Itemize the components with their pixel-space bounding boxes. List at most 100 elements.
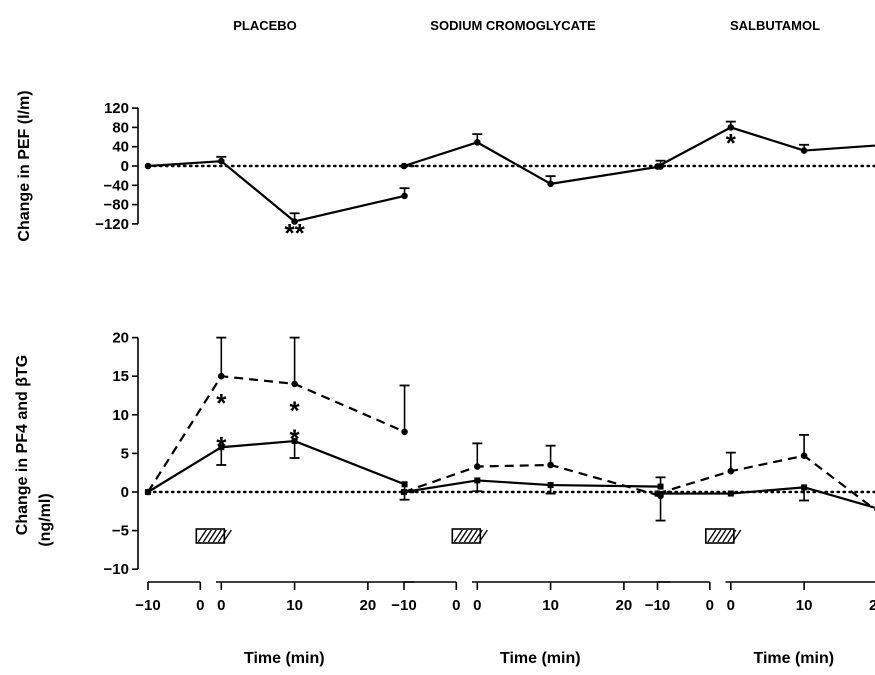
significance-marker: *	[290, 423, 301, 453]
exposure-hatch	[727, 529, 737, 543]
series-line	[147, 439, 405, 493]
x-tick-label: 0	[473, 597, 481, 614]
chart-panels: **** ** *	[144, 120, 875, 522]
y-axis-labels: Change in PEF (l/m) Change in PF4 and βTG…	[14, 90, 54, 546]
exposure-hatch	[197, 529, 207, 543]
significance-marker: *	[290, 396, 301, 426]
series-dashed	[654, 433, 875, 511]
data-point	[401, 428, 408, 436]
y-tick-label-pef: −40	[104, 177, 129, 194]
x-tick-label: 20	[869, 597, 875, 614]
data-point	[291, 218, 298, 225]
x-axis-title: Time (min)	[244, 650, 325, 667]
pef-panel-1	[400, 133, 674, 188]
series-line	[403, 463, 661, 497]
y-tick-label-pf4: −5	[112, 523, 129, 540]
x-tick-label: 10	[542, 597, 559, 614]
x-tick-label: 0	[452, 597, 460, 614]
x-tick-label: 0	[727, 597, 735, 614]
exposure-hatch	[453, 529, 463, 543]
significance-marker: *	[726, 128, 737, 158]
exposure-hatch	[712, 529, 722, 543]
exposure-hatch	[212, 529, 222, 543]
y-tick-label-pef: −120	[95, 216, 129, 233]
data-point	[801, 484, 808, 491]
data-point	[291, 380, 298, 388]
series-solid	[654, 484, 875, 509]
data-point	[657, 483, 664, 490]
time-axis-0: −10 0 0 10 20 Time (min)	[135, 528, 415, 667]
series-line	[403, 141, 661, 185]
x-tick-label: 10	[796, 597, 813, 614]
data-point	[547, 461, 554, 469]
data-point	[218, 372, 225, 380]
data-point	[654, 490, 661, 497]
pef-panel-2: *	[654, 120, 875, 170]
y-tick-label-pf4: 15	[112, 368, 129, 385]
time-axis-2: −10 00 10 20 Time (min)	[645, 528, 875, 667]
x-tick-label: 20	[360, 597, 377, 614]
series-line	[147, 160, 405, 223]
data-point	[547, 180, 554, 188]
series-line	[657, 454, 875, 511]
y-tick-label-pf4: 20	[112, 330, 129, 347]
x-tick-label: −10	[391, 597, 416, 614]
data-point	[727, 490, 734, 497]
exposure-hatch	[202, 529, 212, 543]
data-point	[145, 489, 151, 495]
y-tick-label-pf4: 10	[112, 407, 129, 424]
data-point	[547, 482, 554, 489]
x-tick-label: 0	[196, 597, 204, 614]
series-solid	[401, 476, 666, 495]
exposure-hatch	[707, 529, 717, 543]
data-point	[218, 157, 225, 165]
data-point	[218, 444, 225, 451]
y-tick-label-pf4: 5	[121, 445, 129, 462]
y-axis-label-pf4-line2: (ng/ml)	[37, 493, 54, 546]
time-axis-1: −10 0 0 10 20 Time (min)	[391, 528, 671, 667]
data-point	[800, 452, 808, 460]
exposure-hatch	[463, 529, 473, 543]
series-line	[657, 486, 875, 509]
y-tick-label-pef: 80	[112, 119, 129, 136]
panel-titles: PLACEBO SODIUM CROMOGLYCATE SALBUTAMOL	[233, 18, 820, 33]
data-point	[401, 481, 408, 488]
data-point	[800, 147, 808, 154]
series-solid	[400, 133, 666, 188]
exposure-hatch	[478, 529, 488, 543]
data-point	[291, 438, 298, 445]
exposure-bar	[195, 528, 226, 544]
axes: 120 80 40 0 −40 −80 −120 20 15 10 5 0 −5 −10	[95, 100, 139, 578]
data-point	[727, 124, 735, 131]
panel-title: SODIUM CROMOGLYCATE	[430, 18, 596, 33]
significance-marker: *	[216, 388, 227, 418]
data-point	[400, 162, 408, 170]
data-point	[474, 463, 481, 470]
significance-marker: *	[216, 431, 227, 461]
exposure-hatch	[458, 529, 468, 543]
series-dashed	[400, 442, 666, 522]
x-tick-label: 20	[616, 597, 633, 614]
exposure-hatch	[222, 529, 232, 543]
exposure-hatch	[473, 529, 483, 543]
series-line	[147, 375, 405, 493]
y-tick-label-pef: −80	[104, 197, 129, 214]
exposure-hatch	[207, 529, 217, 543]
significance-marker: **	[284, 218, 305, 248]
series-line	[656, 126, 875, 168]
data-point	[474, 477, 481, 484]
y-axis-label-pef: Change in PEF (l/m)	[16, 90, 33, 241]
series-line	[403, 479, 661, 494]
series-solid	[144, 155, 410, 225]
exposure-bar	[451, 528, 482, 544]
pf4-panel-1	[400, 442, 674, 522]
data-point	[401, 489, 407, 495]
panel-title: PLACEBO	[233, 18, 297, 33]
data-point	[474, 139, 481, 146]
data-point	[401, 192, 408, 200]
x-tick-label: −10	[135, 597, 160, 614]
y-tick-label-pf4: −10	[104, 561, 129, 578]
series-solid	[654, 120, 875, 170]
pf4-panel-2	[654, 433, 875, 511]
